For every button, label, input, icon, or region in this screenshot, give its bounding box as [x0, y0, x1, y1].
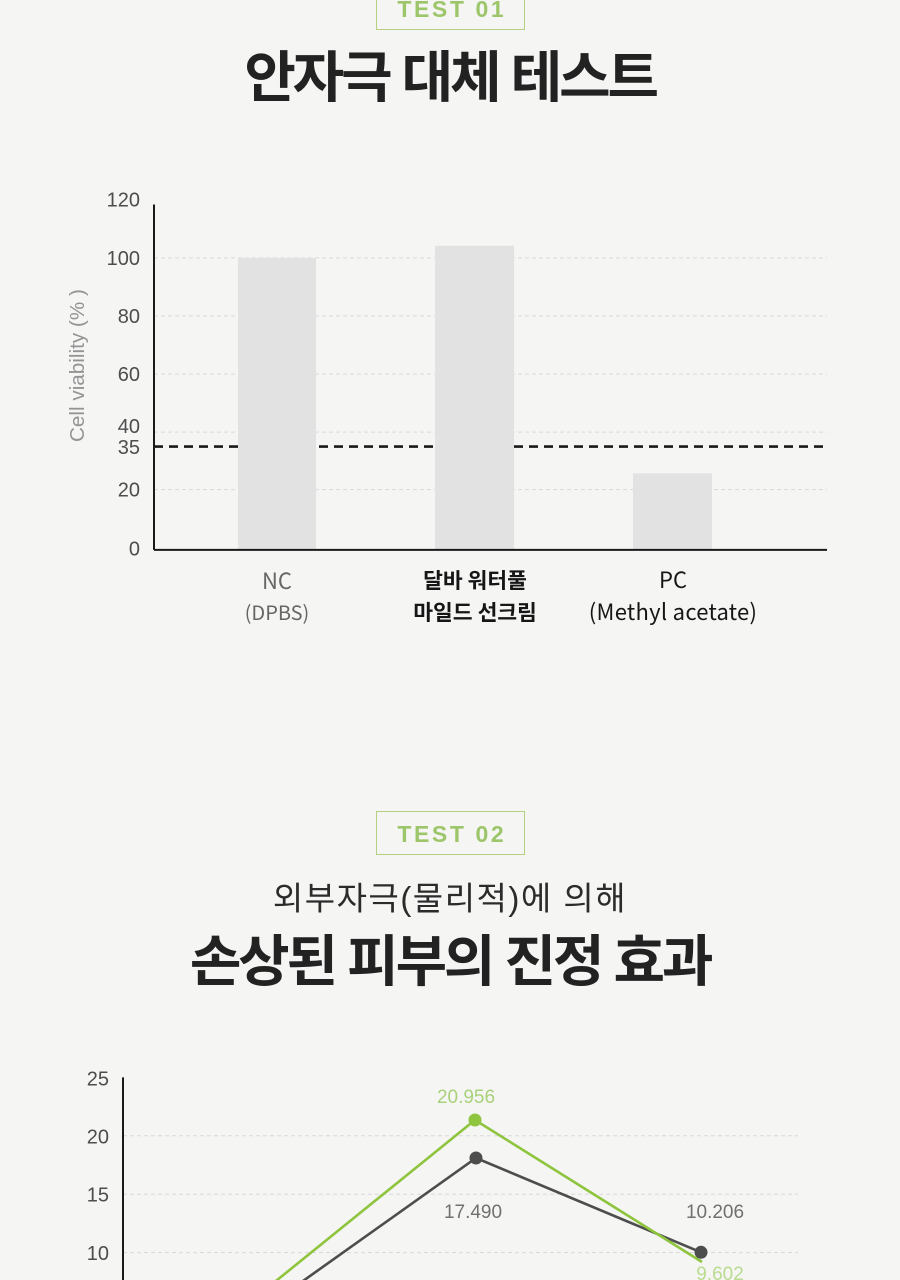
svg-text:40: 40	[118, 416, 140, 438]
svg-text:120: 120	[107, 190, 140, 212]
svg-text:NC: NC	[262, 564, 292, 596]
svg-text:20: 20	[118, 480, 140, 502]
svg-text:60: 60	[118, 364, 140, 386]
svg-text:9.602: 9.602	[696, 1264, 744, 1280]
svg-text:20: 20	[87, 1127, 109, 1149]
svg-text:100: 100	[107, 248, 140, 270]
svg-text:마일드 선크림: 마일드 선크림	[413, 596, 537, 627]
svg-text:(DPBS): (DPBS)	[245, 597, 310, 626]
svg-text:20.956: 20.956	[437, 1087, 495, 1108]
svg-text:10.206: 10.206	[686, 1202, 744, 1223]
svg-text:35: 35	[118, 437, 140, 459]
svg-text:0: 0	[129, 539, 140, 561]
svg-text:10: 10	[87, 1243, 109, 1265]
svg-text:25: 25	[87, 1069, 109, 1091]
svg-text:80: 80	[118, 306, 140, 328]
svg-text:달바 워터풀: 달바 워터풀	[423, 564, 527, 595]
svg-text:15: 15	[87, 1185, 109, 1207]
svg-text:17.490: 17.490	[444, 1202, 502, 1223]
svg-text:(Methyl acetate): (Methyl acetate)	[589, 595, 757, 627]
svg-text:Cell viability (% ): Cell viability (% )	[66, 289, 89, 442]
svg-text:PC: PC	[659, 563, 687, 595]
